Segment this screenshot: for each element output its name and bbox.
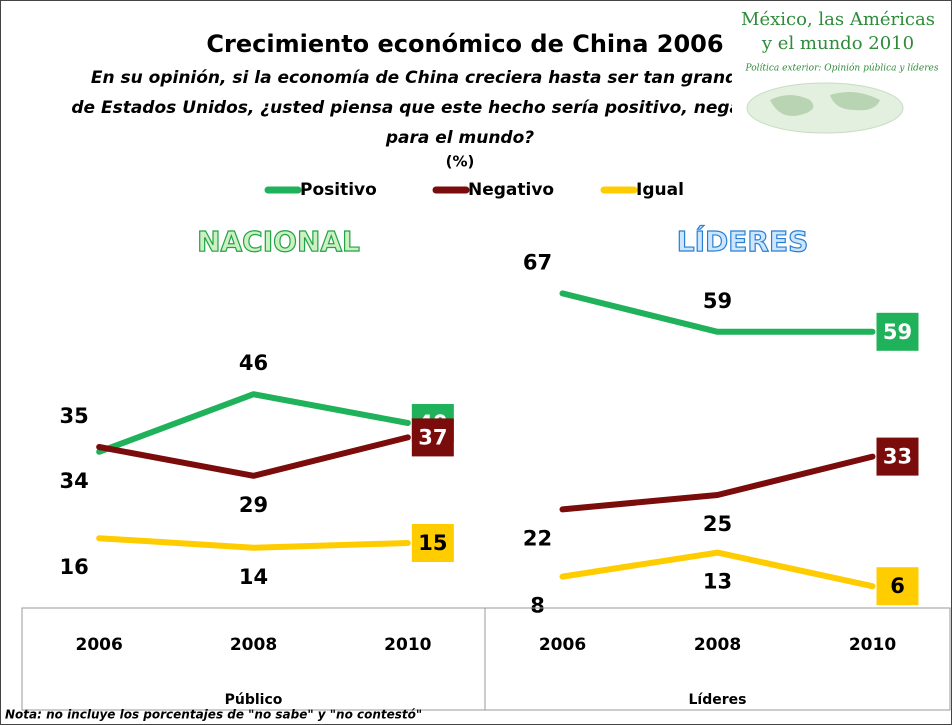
value-label: 16 — [60, 555, 89, 579]
group-label: Líderes — [689, 692, 747, 708]
panel-title: LÍDERES — [677, 224, 808, 258]
line — [96, 535, 411, 551]
x-tick-label: 2006 — [76, 635, 123, 655]
subtitle-line: de Estados Unidos, ¿usted piensa que est… — [71, 98, 849, 118]
line — [96, 434, 411, 479]
logo-line: México, las Américas — [741, 9, 935, 30]
value-label: 33 — [883, 445, 912, 469]
line — [559, 290, 876, 335]
value-label: 46 — [239, 351, 268, 375]
value-label-box — [411, 418, 454, 457]
x-tick-label: 2006 — [539, 635, 586, 655]
value-label-box — [876, 437, 919, 476]
line — [559, 549, 876, 590]
value-label: 29 — [239, 493, 268, 517]
logo-subtitle: Política exterior: Opinión pública y líd… — [745, 63, 939, 74]
note: Nota: no incluye los porcentajes de "no … — [5, 708, 422, 722]
value-label: 22 — [523, 526, 552, 550]
x-tick-label: 2010 — [384, 635, 431, 655]
legend-label: Negativo — [468, 180, 554, 200]
category-box — [21, 607, 951, 711]
value-label-box — [411, 524, 454, 562]
logo: México, las Américas y el mundo 2010 Pol… — [732, 1, 951, 134]
value-label: 8 — [530, 594, 545, 618]
x-tick-label: 2010 — [849, 635, 896, 655]
value-label: 34 — [60, 469, 89, 493]
panel-title: NACIONAL — [197, 225, 360, 258]
legend-label: Igual — [636, 180, 684, 200]
value-label: 59 — [883, 320, 912, 344]
subtitle-line: para el mundo? — [385, 128, 534, 148]
subtitle-line: En su opinión, si la economía de China c… — [91, 68, 829, 88]
value-label: 13 — [703, 570, 732, 594]
line — [96, 391, 411, 455]
value-label: 15 — [418, 531, 447, 555]
legend-label: Positivo — [300, 180, 377, 200]
value-label: 37 — [418, 425, 447, 449]
value-label: 35 — [60, 404, 89, 428]
unit: (%) — [446, 153, 475, 171]
value-label: 6 — [890, 574, 905, 598]
x-tick-label: 2008 — [694, 635, 741, 655]
logo-line: y el mundo 2010 — [761, 33, 914, 54]
value-label: 59 — [703, 289, 732, 313]
value-label: 14 — [239, 565, 268, 589]
group-label: Público — [225, 692, 283, 708]
value-label-box — [876, 312, 919, 351]
logo-continents — [770, 91, 880, 116]
value-label: 25 — [703, 512, 732, 536]
x-tick-label: 2008 — [230, 635, 277, 655]
title: Crecimiento económico de China 2006 — [206, 30, 723, 58]
value-label-box — [876, 567, 919, 606]
line — [559, 453, 876, 513]
value-label: 67 — [523, 250, 552, 274]
logo-globe — [746, 82, 904, 134]
